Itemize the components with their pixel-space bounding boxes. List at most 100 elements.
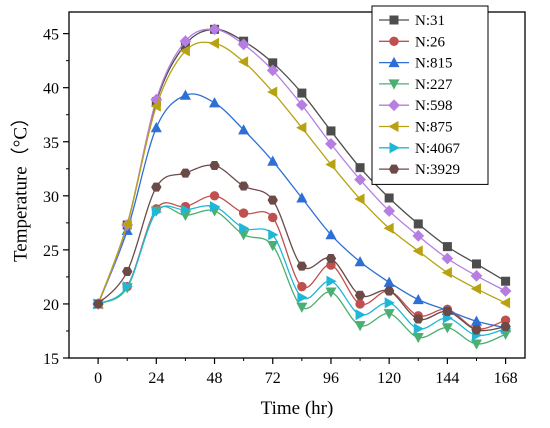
legend-label: N:598 — [415, 98, 453, 114]
data-point — [296, 261, 308, 271]
data-point — [121, 218, 132, 230]
data-point — [383, 222, 394, 234]
x-tick-label: 120 — [377, 370, 401, 387]
data-point — [326, 275, 337, 287]
data-point — [208, 37, 220, 49]
legend-item: N:815 — [379, 56, 453, 72]
data-point — [471, 259, 481, 269]
data-point — [441, 323, 453, 334]
legend-label: N:31 — [415, 13, 445, 29]
data-point — [179, 35, 192, 48]
data-point — [210, 201, 221, 213]
data-point — [441, 267, 452, 279]
series-8 — [92, 161, 511, 335]
data-point — [325, 158, 336, 171]
legend-label: N:875 — [415, 120, 453, 136]
y-axis-title: Temperature（°C） — [9, 108, 31, 262]
legend-marker — [389, 36, 399, 47]
legend-box — [371, 5, 489, 185]
data-point — [208, 97, 221, 108]
data-point — [208, 23, 221, 36]
data-point — [470, 269, 483, 282]
legend-marker — [388, 99, 400, 112]
data-point — [296, 192, 308, 203]
x-tick-label: 96 — [323, 370, 339, 387]
data-point — [384, 297, 395, 309]
legend-item: N:598 — [379, 98, 453, 114]
x-axis-title: Time (hr) — [261, 398, 334, 419]
data-point — [122, 281, 133, 293]
y-tick-label: 20 — [43, 297, 59, 314]
data-point — [383, 276, 395, 287]
data-point — [412, 245, 423, 257]
data-point — [499, 297, 511, 309]
data-point — [383, 205, 396, 217]
legend-marker — [388, 56, 400, 68]
data-point — [296, 122, 307, 134]
legend-label: N:815 — [415, 56, 453, 72]
data-point — [326, 126, 336, 136]
legend-marker — [388, 120, 399, 133]
x-tick-label: 168 — [494, 370, 518, 387]
data-point — [442, 307, 453, 316]
data-point — [383, 286, 395, 296]
data-point — [355, 163, 365, 173]
data-point — [354, 256, 366, 267]
legend-marker — [388, 79, 400, 90]
series-6 — [92, 37, 511, 310]
data-point — [500, 322, 511, 332]
legend-label: N:227 — [415, 77, 453, 93]
legend-marker — [389, 15, 399, 25]
data-point — [499, 285, 512, 297]
y-tick-label: 40 — [43, 81, 59, 98]
x-tick-label: 72 — [265, 370, 281, 387]
legend-marker — [389, 142, 400, 154]
plot-frame — [68, 11, 526, 359]
data-point — [354, 193, 365, 205]
data-point — [470, 315, 483, 326]
x-tick-label: 48 — [207, 370, 223, 387]
plot-area — [92, 23, 512, 350]
data-point — [501, 276, 511, 286]
data-point — [209, 161, 220, 171]
data-point — [383, 309, 395, 320]
data-point — [122, 267, 133, 276]
data-point — [441, 252, 454, 265]
x-tick-label: 24 — [148, 370, 164, 387]
data-point — [297, 281, 307, 292]
data-point — [179, 89, 191, 100]
legend-item: N:31 — [379, 13, 445, 29]
legend-label: N:4067 — [415, 141, 461, 157]
data-point — [150, 122, 162, 133]
data-point — [325, 229, 337, 240]
y-tick-label: 15 — [43, 351, 59, 368]
legend-item: N:26 — [379, 34, 446, 50]
data-point — [180, 204, 192, 216]
data-point — [267, 241, 279, 252]
data-point — [237, 38, 250, 51]
series-line — [97, 41, 506, 305]
data-point — [325, 138, 337, 150]
y-tick-label: 45 — [43, 27, 59, 44]
data-point — [209, 191, 220, 201]
data-point — [297, 88, 307, 98]
legend-item: N:227 — [379, 77, 453, 93]
x-tick-label: 144 — [435, 370, 459, 387]
data-point — [412, 229, 425, 242]
data-point — [267, 86, 278, 98]
data-point — [267, 155, 279, 166]
x-tick-label: 0 — [94, 370, 102, 387]
data-point — [470, 283, 481, 295]
data-point — [92, 299, 104, 309]
data-point — [325, 287, 337, 298]
axes: 0 24 48 72 96 120 144 168 15 20 25 30 35 40 45 — [43, 11, 526, 387]
y-tick-label: 25 — [43, 243, 59, 260]
y-tick-label: 30 — [43, 189, 59, 206]
data-point — [412, 293, 424, 305]
data-point — [296, 302, 308, 313]
data-point — [238, 124, 250, 135]
data-point — [355, 309, 366, 321]
data-point — [268, 212, 278, 223]
legend-item: N:3929 — [379, 162, 460, 178]
